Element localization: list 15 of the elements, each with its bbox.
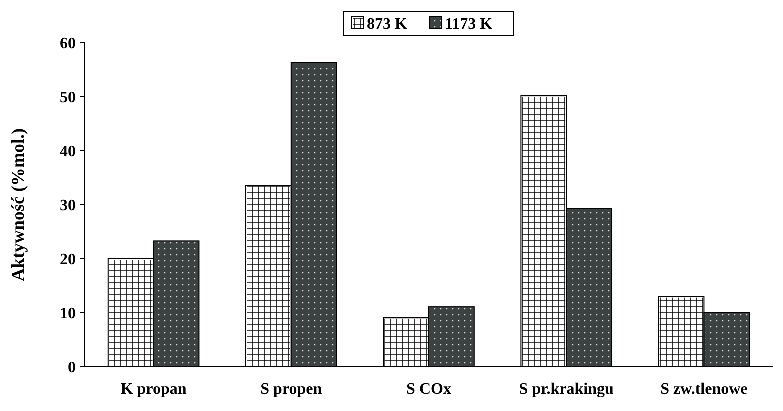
y-tick-label: 10	[60, 306, 76, 323]
x-tick-label: S COx	[406, 381, 452, 398]
x-tick-label: S propen	[260, 381, 322, 398]
x-tick-label: K propan	[120, 381, 187, 398]
y-tick-label: 40	[60, 144, 76, 161]
legend-label: 873 K	[367, 16, 408, 33]
x-tick-label: S pr.krakingu	[519, 381, 614, 398]
y-tick-label: 30	[60, 198, 76, 215]
y-tick-label: 20	[60, 252, 76, 269]
y-axis-title: Aktywność (%mol.)	[8, 128, 28, 282]
legend-label: 1173 K	[445, 16, 494, 33]
x-tick-label: S zw.tlenowe	[660, 381, 748, 398]
y-tick-label: 50	[60, 90, 76, 107]
y-tick-label: 0	[68, 360, 76, 377]
y-tick-label: 60	[60, 36, 76, 53]
